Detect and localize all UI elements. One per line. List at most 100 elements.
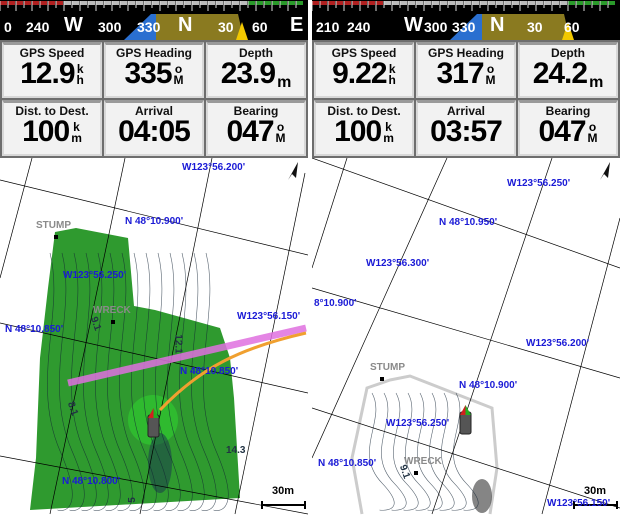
depth-contour xyxy=(441,392,467,511)
panel-right: 210 240 W 300 330 N 30 60 GPS Speed 9.22 k h GPS Hea… xyxy=(312,0,620,516)
depth-contour xyxy=(369,392,395,511)
poi-label-stump[interactable]: STUMP xyxy=(370,362,405,373)
field-value-row: 335 o M xyxy=(106,58,202,90)
field-label: Arrival xyxy=(134,104,174,118)
compass-band xyxy=(224,1,231,5)
unit-bottom: M xyxy=(275,131,286,145)
data-field-gps-speed[interactable]: GPS Speed 9.22 k h xyxy=(314,42,414,98)
chart-map[interactable]: 30m W123°56.200' N 48°10.900' W123°56.250' N… xyxy=(0,158,308,516)
compass-label: 240 xyxy=(26,19,50,35)
depth-contour xyxy=(381,392,407,511)
grid-line xyxy=(312,158,620,269)
data-fields: GPS Speed 9.22 k h GPS Heading 317 o M Depth 24.2… xyxy=(312,40,620,158)
data-field-arrival[interactable]: Arrival 03:57 xyxy=(416,100,516,156)
compass-band xyxy=(88,1,95,5)
compass-label: 330 xyxy=(452,19,476,35)
compass-band xyxy=(168,1,175,5)
field-label: GPS Heading xyxy=(115,46,192,60)
compass-band xyxy=(16,1,23,5)
depth-contour xyxy=(405,392,431,511)
compass-band xyxy=(8,1,15,5)
north-arrow-icon[interactable] xyxy=(600,162,610,180)
boat-icon xyxy=(459,405,472,435)
field-value-row: 317 o M xyxy=(418,58,514,90)
field-label: Arrival xyxy=(446,104,486,118)
compass-label: 60 xyxy=(252,19,268,35)
scale-label: 30m xyxy=(272,485,295,497)
compass-band xyxy=(272,1,279,5)
field-value: 03:57 xyxy=(430,115,503,148)
compass-label: W xyxy=(64,14,83,36)
dense-contours xyxy=(148,433,172,493)
field-value: 12.9 xyxy=(20,57,75,90)
compass-label: 210 xyxy=(316,19,340,35)
data-field-bearing[interactable]: Bearing 047 o M xyxy=(206,100,306,156)
unit-top: o xyxy=(588,120,597,134)
compass-band xyxy=(488,1,495,5)
data-field-gps-speed[interactable]: GPS Speed 12.9 k h xyxy=(2,42,102,98)
north-arrow-icon[interactable] xyxy=(288,162,298,180)
compass-band xyxy=(336,1,343,5)
compass-band xyxy=(584,1,591,5)
compass-band xyxy=(536,1,543,5)
compass-label: W xyxy=(404,14,423,36)
field-label: GPS Heading xyxy=(427,46,504,60)
compass-label: 30 xyxy=(527,19,543,35)
compass-band xyxy=(520,1,527,5)
field-label: Depth xyxy=(239,46,273,60)
grid-line xyxy=(312,158,348,269)
poi-marker xyxy=(111,320,115,324)
data-field-depth[interactable]: Depth 24.2 m xyxy=(518,42,618,98)
scale-label: 30m xyxy=(584,485,607,497)
compass-band xyxy=(528,1,535,5)
depth-contour xyxy=(119,252,145,511)
grid-line xyxy=(49,158,126,515)
panel-left: 0 240 W 300 330 N 30 60 E GPS Speed 12.9 k h GPS Head… xyxy=(0,0,308,516)
chart-map[interactable]: 30m W123°56.250' N 48°10.950' W123°56.300' 8… xyxy=(312,158,620,516)
compass-label: E xyxy=(290,14,304,36)
field-label: Dist. to Dest. xyxy=(327,104,401,118)
compass-band xyxy=(608,1,615,5)
compass-band xyxy=(208,1,215,5)
data-field-gps-heading[interactable]: GPS Heading 335 o M xyxy=(104,42,204,98)
data-field-dist-to-dest[interactable]: Dist. to Dest. 100 k m xyxy=(2,100,102,156)
heading-sector xyxy=(124,14,156,40)
data-field-depth[interactable]: Depth 23.9 m xyxy=(206,42,306,98)
field-value: 335 xyxy=(124,57,172,90)
compass-graphic xyxy=(312,1,615,40)
compass-band xyxy=(160,1,167,5)
data-field-gps-heading[interactable]: GPS Heading 317 o M xyxy=(416,42,516,98)
compass-band xyxy=(32,1,39,5)
compass-band xyxy=(96,1,103,5)
compass-band xyxy=(192,1,199,5)
data-field-bearing[interactable]: Bearing 047 o M xyxy=(518,100,618,156)
poi-label-wreck[interactable]: WRECK xyxy=(93,305,131,316)
grid-line xyxy=(0,322,308,394)
depth-label: 12.1 xyxy=(172,334,184,354)
field-value: 9.22 xyxy=(332,57,387,90)
compass-band xyxy=(384,1,391,5)
compass-band xyxy=(328,1,335,5)
data-field-dist-to-dest[interactable]: Dist. to Dest. 100 k m xyxy=(314,100,414,156)
grid-line xyxy=(312,407,620,509)
depth-contour xyxy=(203,252,229,511)
field-value: 24.2 xyxy=(532,57,588,90)
poi-label-stump[interactable]: STUMP xyxy=(36,220,71,231)
poi-label-wreck[interactable]: WRECK xyxy=(404,456,442,467)
unit-bottom: m xyxy=(383,131,394,145)
compass-band xyxy=(184,1,191,5)
compass-label: 300 xyxy=(98,19,122,35)
compass-label: N xyxy=(178,14,193,36)
compass-label: 0 xyxy=(4,19,12,35)
field-value: 23.9 xyxy=(220,57,276,90)
compass-band xyxy=(48,1,55,5)
unit-bottom: M xyxy=(173,73,184,87)
compass-band xyxy=(264,1,271,5)
data-field-arrival[interactable]: Arrival 04:05 xyxy=(104,100,204,156)
compass-band xyxy=(128,1,135,5)
compass-band xyxy=(280,1,287,5)
